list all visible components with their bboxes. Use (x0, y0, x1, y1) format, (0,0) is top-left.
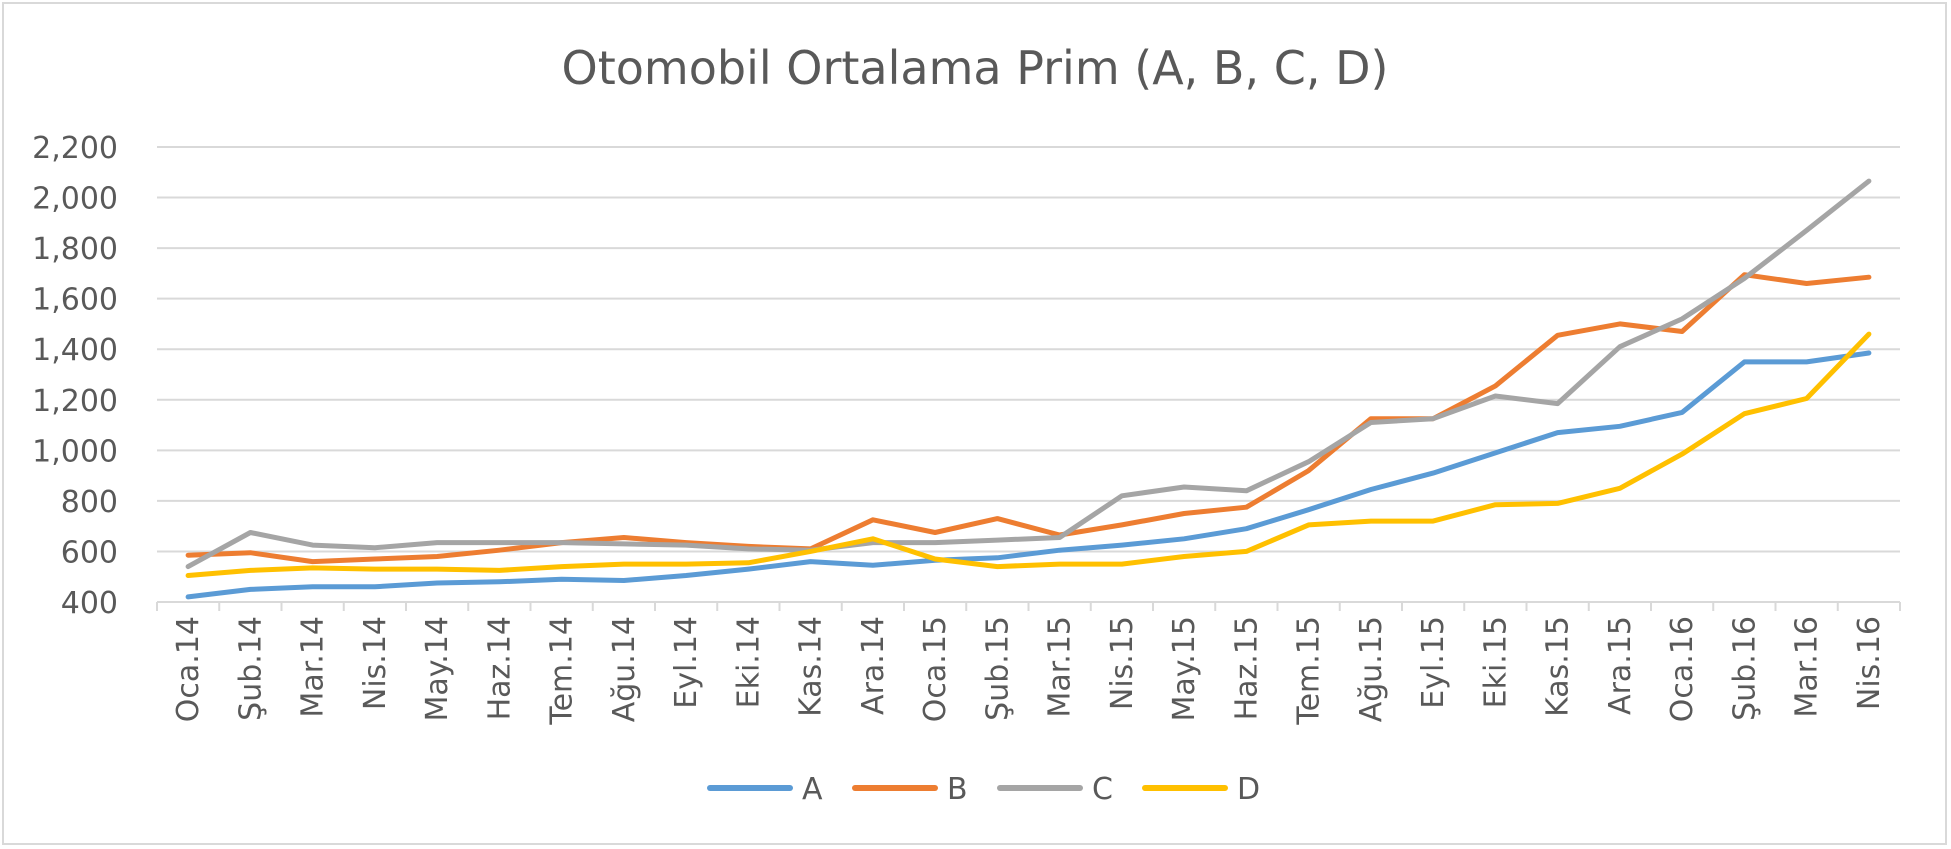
gridlines (157, 146, 1900, 603)
series-line-d (185, 331, 1872, 578)
legend-label-d: D (1237, 772, 1260, 807)
legend: A B C D (707, 772, 1260, 807)
x-tick-label: Oca.14 (171, 616, 206, 722)
x-tick-label: Eyl.14 (669, 616, 704, 709)
x-tick-label: Eyl.15 (1416, 616, 1451, 709)
series-lines (185, 178, 1872, 600)
y-tick-label: 1,400 (32, 333, 118, 368)
y-tick-label: 600 (61, 535, 118, 570)
x-tick-label: May.15 (1167, 616, 1202, 721)
y-tick-label: 2,000 (32, 182, 118, 217)
x-tick-label: Tem.14 (545, 616, 580, 726)
x-tick-label: Haz.14 (482, 616, 517, 720)
y-tick-label: 2,200 (32, 131, 118, 166)
x-tick-label: May.14 (420, 616, 455, 721)
x-tick-label: Mar.14 (296, 616, 331, 718)
legend-label-b: B (947, 772, 968, 807)
x-tick-label: Ağu.15 (1354, 616, 1389, 722)
x-tick-label: Kas.14 (794, 616, 829, 717)
x-tick-label: Nis.14 (358, 616, 393, 710)
y-axis: 400 600 800 1,000 1,200 1,400 1,600 1,800 2,000 2… (32, 131, 118, 621)
y-tick-label: 1,000 (32, 434, 118, 469)
y-tick-label: 800 (61, 485, 118, 520)
x-tick-label: Şub.15 (980, 616, 1015, 721)
x-tick-label: Tem.15 (1292, 616, 1327, 726)
x-tick-label: Kas.15 (1541, 616, 1576, 717)
x-tick-label: Ara.15 (1603, 616, 1638, 715)
x-tick-label: Şub.16 (1727, 616, 1762, 721)
x-tick-label: Eki.14 (731, 616, 766, 708)
x-tick-label: Şub.14 (233, 616, 268, 721)
x-tick-label: Oca.16 (1665, 616, 1700, 722)
series-line-c (185, 178, 1872, 570)
x-tick-label: Nis.15 (1105, 616, 1140, 710)
x-tick-label: Ara.14 (856, 616, 891, 715)
x-tick-label: Nis.16 (1852, 616, 1887, 710)
legend-label-c: C (1092, 772, 1113, 807)
x-tick-label: Haz.15 (1229, 616, 1264, 720)
y-tick-label: 400 (61, 586, 118, 621)
legend-label-a: A (802, 772, 823, 807)
y-tick-label: 1,800 (32, 232, 118, 267)
series-line-a (185, 350, 1872, 600)
chart-title: Otomobil Ortalama Prim (A, B, C, D) (562, 41, 1389, 95)
x-tick-label: Oca.15 (918, 616, 953, 722)
x-tick-label: Ağu.14 (607, 616, 642, 722)
x-axis: Oca.14 Şub.14 Mar.14 Nis.14 May.14 Haz.14 Tem.… (156, 601, 1901, 726)
x-tick-label: Mar.16 (1790, 616, 1825, 718)
x-tick-label: Mar.15 (1043, 616, 1078, 718)
x-tick-label: Eki.15 (1478, 616, 1513, 708)
series-line-b (185, 272, 1872, 565)
y-tick-label: 1,200 (32, 384, 118, 419)
y-tick-label: 1,600 (32, 283, 118, 318)
